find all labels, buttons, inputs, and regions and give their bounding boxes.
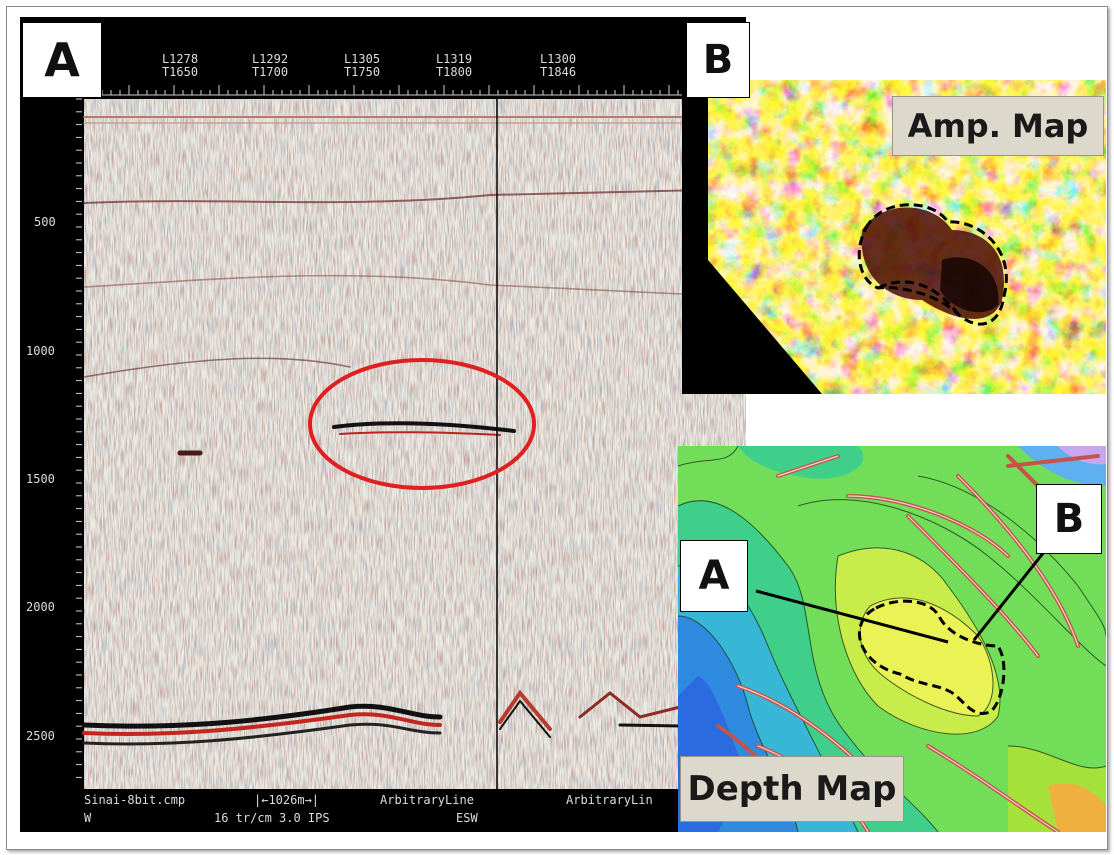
footer-row-2: W 16 tr/cm 3.0 IPS ESW N — [84, 811, 746, 827]
trace-label-2: L1292 T1700 — [240, 53, 300, 79]
trace-label-4: L1319 T1800 — [424, 53, 484, 79]
direction-mid: ESW — [456, 811, 478, 825]
scale-bar: |←1026m→| — [254, 793, 320, 807]
trace-label-trace: T1650 — [161, 65, 199, 79]
trace-label-line: L1278 — [161, 52, 199, 66]
prospect-outline — [857, 599, 1006, 715]
trace-label-trace: T1800 — [435, 65, 473, 79]
direction-left: W — [84, 811, 92, 825]
trace-label-line: L1319 — [435, 52, 473, 66]
amplitude-anomaly-outline — [857, 203, 1008, 326]
file-name: Sinai-8bit.cmp — [84, 793, 186, 807]
trace-label-line: L1300 — [539, 52, 577, 66]
seismic-section-image — [76, 85, 746, 789]
depth-tick-label: 1500 — [26, 472, 55, 486]
anomaly-highlight-ellipse — [308, 358, 536, 490]
trace-label-line: L1292 — [251, 52, 289, 66]
trace-label-trace: T1846 — [539, 65, 577, 79]
depth-tick-label: 1000 — [26, 344, 55, 358]
trace-label-1: L1278 T1650 — [150, 53, 210, 79]
scale-bar-value: 1026m — [268, 793, 305, 807]
panel-b-label: B — [686, 22, 750, 98]
depth-tick-label: 2500 — [26, 729, 55, 743]
depth-tick-label: 500 — [34, 215, 56, 229]
display-params: 16 tr/cm 3.0 IPS — [214, 811, 330, 825]
trace-label-5: L1300 T1846 — [528, 53, 588, 79]
seismic-section-panel: L1278 T1650 L1292 T1700 L1305 T1750 L1319 T1… — [20, 17, 746, 832]
footer-row-1: Sinai-8bit.cmp |←1026m→| ArbitraryLine A… — [84, 793, 746, 809]
depth-tick-label: 2000 — [26, 600, 55, 614]
trace-label-line: L1305 — [343, 52, 381, 66]
trace-label-trace: T1750 — [343, 65, 381, 79]
depth-map-marker-a: A — [680, 540, 748, 612]
depth-map-title: Depth Map — [680, 756, 904, 822]
depth-map-marker-b: B — [1036, 484, 1102, 554]
line-name-left: ArbitraryLine — [380, 793, 474, 807]
line-name-right: ArbitraryLin — [566, 793, 653, 807]
amplitude-map-title: Amp. Map — [892, 96, 1104, 156]
trace-label-3: L1305 T1750 — [332, 53, 392, 79]
pointer-line-b — [972, 541, 1054, 641]
panel-a-label: A — [22, 22, 102, 98]
pointer-line-a — [755, 589, 949, 644]
trace-label-trace: T1700 — [251, 65, 289, 79]
